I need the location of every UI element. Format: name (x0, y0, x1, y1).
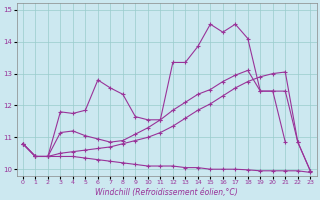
X-axis label: Windchill (Refroidissement éolien,°C): Windchill (Refroidissement éolien,°C) (95, 188, 238, 197)
